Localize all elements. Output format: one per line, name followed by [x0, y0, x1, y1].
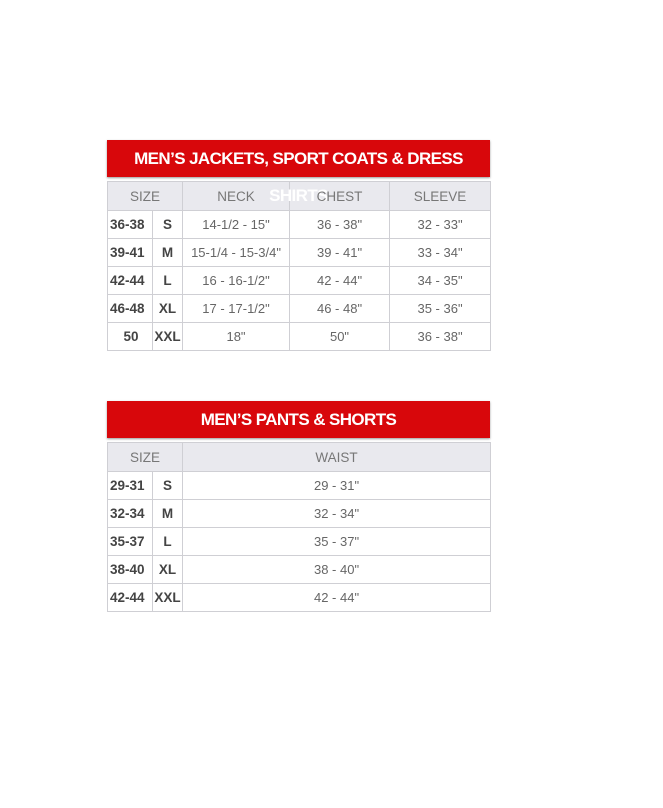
table-row: 39-41 M 15-1/4 - 15-3/4" 39 - 41" 33 - 34" [107, 238, 492, 267]
measurement-cell: 36 - 38" [389, 322, 492, 351]
size-range-cell: 36-38 [107, 210, 153, 239]
measurement-cell: 14-1/2 - 15" [182, 210, 291, 239]
size-letter-cell: XL [151, 294, 184, 323]
measurement-cell: 50" [289, 322, 391, 351]
chart-title: MEN’S PANTS & SHORTS [107, 401, 490, 438]
measurement-cell: 42 - 44" [289, 266, 391, 295]
measurement-cell: 35 - 37" [182, 527, 492, 556]
measurement-cell: 17 - 17-1/2" [182, 294, 291, 323]
size-range-cell: 46-48 [107, 294, 153, 323]
size-letter-cell: M [151, 499, 184, 528]
measurement-cell: 34 - 35" [389, 266, 492, 295]
measurement-cell: 32 - 33" [389, 210, 492, 239]
size-table: SIZE WAIST 29-31 S 29 - 31" 32-34 M 32 - 34" 3… [106, 442, 492, 612]
table-row: 50 XXL 18" 50" 36 - 38" [107, 322, 492, 351]
column-header-size: SIZE [106, 181, 184, 211]
table-row: 29-31 S 29 - 31" [107, 471, 492, 500]
column-header-waist: WAIST [182, 442, 492, 472]
size-letter-cell: S [151, 210, 184, 239]
size-letter-cell: XXL [151, 322, 184, 351]
measurement-cell: 35 - 36" [389, 294, 492, 323]
table-row: 32-34 M 32 - 34" [107, 499, 492, 528]
size-letter-cell: S [151, 471, 184, 500]
jackets-size-chart: MEN’S JACKETS, SPORT COATS & DRESS SHIRT… [106, 140, 492, 351]
measurement-cell: 38 - 40" [182, 555, 492, 584]
size-range-cell: 32-34 [107, 499, 153, 528]
size-range-cell: 50 [107, 322, 153, 351]
measurement-cell: 16 - 16-1/2" [182, 266, 291, 295]
size-range-cell: 38-40 [107, 555, 153, 584]
size-letter-cell: L [151, 527, 184, 556]
size-letter-cell: L [151, 266, 184, 295]
table-row: 38-40 XL 38 - 40" [107, 555, 492, 584]
measurement-cell: 15-1/4 - 15-3/4" [182, 238, 291, 267]
size-range-cell: 42-44 [107, 266, 153, 295]
table-row: 36-38 S 14-1/2 - 15" 36 - 38" 32 - 33" [107, 210, 492, 239]
size-letter-cell: M [151, 238, 184, 267]
size-letter-cell: XL [151, 555, 184, 584]
size-table: SIZE NECK CHEST SLEEVE 36-38 S 14-1/2 - 15… [106, 181, 492, 351]
size-range-cell: 35-37 [107, 527, 153, 556]
measurement-cell: 32 - 34" [182, 499, 492, 528]
chart-title: MEN’S JACKETS, SPORT COATS & DRESS SHIRT… [107, 140, 490, 205]
measurement-cell: 36 - 38" [289, 210, 391, 239]
column-header-sleeve: SLEEVE [389, 181, 492, 211]
table-row: 42-44 L 16 - 16-1/2" 42 - 44" 34 - 35" [107, 266, 492, 295]
measurement-cell: 29 - 31" [182, 471, 492, 500]
size-range-cell: 42-44 [107, 583, 153, 612]
size-letter-cell: XXL [151, 583, 184, 612]
table-row: 42-44 XXL 42 - 44" [107, 583, 492, 612]
measurement-cell: 33 - 34" [389, 238, 492, 267]
pants-size-chart: MEN’S PANTS & SHORTS SIZE WAIST 29-31 S 29… [106, 401, 492, 612]
measurement-cell: 39 - 41" [289, 238, 391, 267]
measurement-cell: 46 - 48" [289, 294, 391, 323]
column-header-size: SIZE [106, 442, 184, 472]
table-row: 46-48 XL 17 - 17-1/2" 46 - 48" 35 - 36" [107, 294, 492, 323]
size-range-cell: 39-41 [107, 238, 153, 267]
measurement-cell: 42 - 44" [182, 583, 492, 612]
table-row: 35-37 L 35 - 37" [107, 527, 492, 556]
measurement-cell: 18" [182, 322, 291, 351]
size-range-cell: 29-31 [107, 471, 153, 500]
